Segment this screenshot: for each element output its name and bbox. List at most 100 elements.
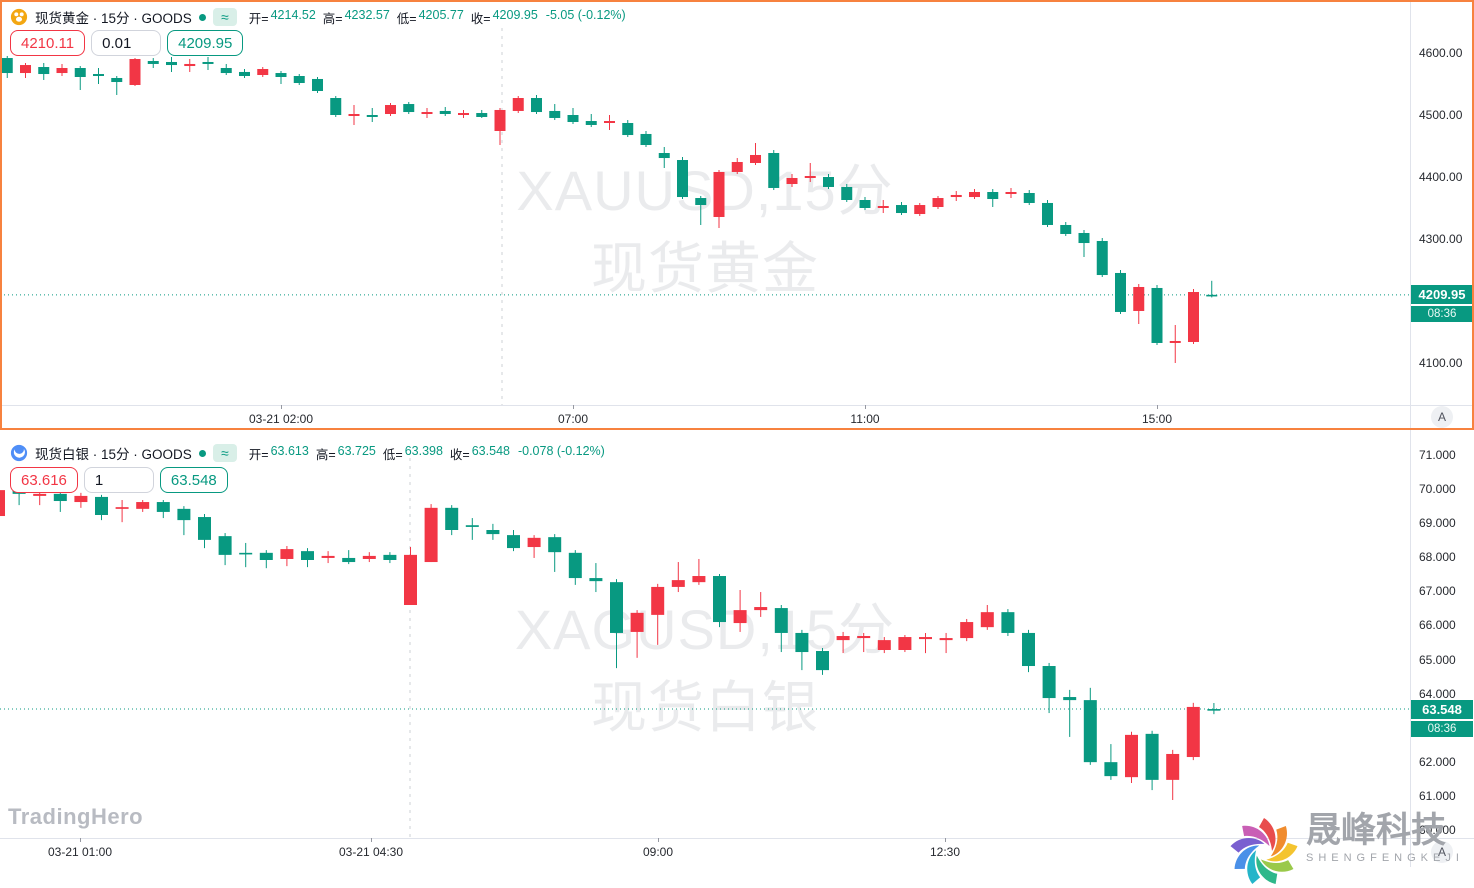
candle-body (750, 154, 761, 163)
candle-body (1206, 294, 1218, 297)
candle-body (549, 110, 561, 118)
candle-body (823, 177, 834, 187)
candle-body (841, 186, 853, 201)
candle-body (568, 552, 582, 579)
candle-body (301, 551, 314, 560)
candle-body (220, 68, 232, 74)
candle-body (1151, 287, 1163, 343)
price-axis-label: 61.000 (1419, 788, 1456, 803)
candle-body (610, 582, 623, 633)
candle-body (20, 65, 31, 74)
price-axis[interactable]: 4600.00 4500.00 4400.00 4300.00 4100.00 (1410, 0, 1474, 405)
time-axis-label: 03-21 01:00 (47, 845, 113, 859)
candle-body (1063, 697, 1077, 701)
candle-body (733, 610, 747, 624)
candle-body (512, 98, 524, 111)
last-price-tag: 4209.95 08:36 (1411, 285, 1473, 323)
symbol-header: 现货白银 · 15分 · GOODS ≈ 开= 63.613 高= 63.725 低= 6… (10, 443, 605, 463)
ohlc-value: 63.613 (270, 443, 309, 458)
candle-body (111, 77, 123, 83)
time-axis[interactable]: 03-21 01:00 03-21 04:30 09:00 12:30 (0, 838, 1410, 867)
candle-body (1060, 224, 1072, 234)
auto-scale-button[interactable]: A (1431, 406, 1453, 428)
symbol-title[interactable]: 现货白银 · 15分 · GOODS (35, 447, 192, 462)
quote-row: 4210.11 0.01 4209.95 (10, 30, 244, 56)
candle-body (1166, 753, 1180, 780)
pinwheel-petal (1259, 818, 1276, 851)
candle-body (1207, 709, 1221, 711)
symbol-title[interactable]: 现货黄金 · 15分 · GOODS (35, 11, 192, 26)
price-axis-label: 4500.00 (1419, 108, 1463, 122)
candle-body (93, 74, 104, 77)
candle-body (1169, 340, 1181, 343)
candle-body (1042, 666, 1056, 699)
price-axis[interactable]: 71.000 70.000 69.000 68.000 67.000 66.000 65.0… (1410, 430, 1474, 838)
price-axis-label: 71.000 (1419, 448, 1456, 462)
ohlc-label: 低= (382, 447, 403, 462)
time-axis-tick (865, 405, 866, 409)
gold-chart-pane[interactable]: XAUUSD,15分 现货黄金 4600.00 4500.00 4400.00 430… (0, 0, 1474, 430)
candle-body (486, 529, 500, 535)
candle-body (95, 496, 108, 515)
ohlc-value: 63.398 (404, 443, 443, 458)
price-axis-label: 67.000 (1419, 584, 1456, 599)
gold-symbol-icon (10, 8, 28, 26)
ask-price-button[interactable]: 4209.95 (167, 30, 244, 56)
auto-scale-button[interactable]: A (1431, 841, 1453, 863)
candle-body (527, 537, 541, 548)
candle-body (74, 68, 86, 77)
watermark-name: 现货黄金 (591, 237, 819, 300)
watermark-symbol: XAGUSD,15分 (514, 598, 896, 661)
time-axis[interactable]: 03-21 02:00 07:00 11:00 15:00 (0, 405, 1410, 430)
candle-body (404, 554, 417, 605)
candle-body (898, 637, 912, 650)
candle-body (677, 160, 688, 198)
candle-body (816, 651, 829, 671)
candle-body (239, 71, 250, 77)
candle-body (275, 73, 287, 77)
price-axis-label: 64.000 (1419, 686, 1456, 701)
ohlc-label: 开= (248, 447, 269, 462)
ask-price-button[interactable]: 63.548 (159, 467, 228, 493)
spread-value-box[interactable]: 0.01 (91, 30, 162, 56)
ohlc-readout: 开= 63.613 高= 63.725 低= 63.398 收= 63.548 -0.078 (… (244, 444, 605, 463)
bid-price-button[interactable]: 63.616 (10, 467, 78, 493)
candles-svg[interactable] (0, 0, 1410, 405)
spread-value-box[interactable]: 1 (83, 467, 154, 493)
candle-body (507, 535, 520, 549)
candle-body (671, 580, 685, 587)
ohlc-label: 低= (396, 11, 417, 26)
tradinghero-logo: TradingHero (8, 804, 144, 829)
candle-body (53, 493, 67, 502)
time-axis-label: 12:30 (929, 845, 961, 859)
approx-price-badge: ≈ (212, 8, 237, 26)
candle-body (330, 98, 342, 115)
candle-body (136, 502, 150, 509)
ohlc-label: 高= (322, 11, 343, 26)
candle-body (33, 493, 47, 496)
candle-body (1023, 192, 1035, 203)
time-axis-divider (0, 405, 1474, 406)
candle-body (198, 517, 211, 540)
candle-body (731, 161, 743, 172)
candle-body (74, 495, 88, 503)
candle-body (458, 113, 469, 115)
price-axis-label: 65.000 (1419, 652, 1456, 667)
candle-body (177, 508, 191, 521)
quote-row: 63.616 1 63.548 (10, 467, 228, 493)
symbol-header: 现货黄金 · 15分 · GOODS ≈ 开= 4214.52 高= 4232.57 低… (10, 7, 626, 27)
candle-body (385, 105, 396, 115)
bid-price-button[interactable]: 4210.11 (10, 30, 86, 56)
ohlc-value: 63.725 (337, 443, 376, 458)
candle-body (1042, 202, 1053, 225)
candle-body (640, 133, 652, 146)
silver-chart-pane[interactable]: XAGUSD,15分 现货白银 71.000 70.000 69.000 68.000… (0, 430, 1474, 867)
candle-body (969, 192, 980, 198)
candle-body (166, 61, 177, 66)
time-axis-label: 15:00 (1141, 412, 1173, 426)
candle-body (548, 537, 562, 553)
candles-svg[interactable] (0, 430, 1410, 838)
candle-body (38, 67, 50, 75)
time-axis-label: 09:00 (642, 845, 674, 859)
shengfeng-brand-logo: 晟峰科技 SHENGFENGKEJI (1226, 812, 1464, 888)
